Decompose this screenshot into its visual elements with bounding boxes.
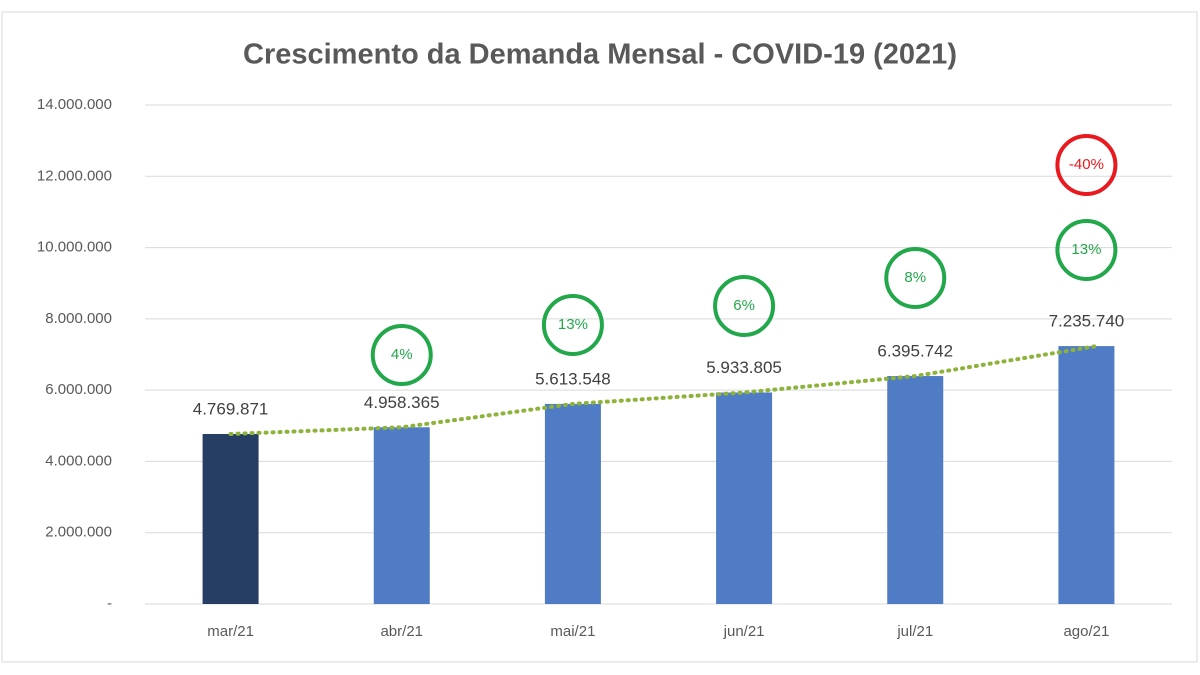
bar (887, 376, 944, 604)
bar (716, 392, 773, 604)
value-label: 4.769.871 (193, 399, 269, 418)
annotation-circle (1055, 134, 1118, 196)
value-label: 6.395.742 (877, 342, 953, 361)
growth-label: 8% (904, 269, 926, 286)
x-tick-label: mai/21 (550, 623, 595, 640)
growth-label: 13% (1071, 241, 1101, 258)
x-tick-label: ago/21 (1063, 623, 1109, 640)
chart-title: Crescimento da Demanda Mensal - COVID-19… (243, 39, 957, 71)
x-tick-label: abr/21 (380, 623, 423, 640)
y-tick-label: 12.000.000 (37, 167, 112, 184)
bar (544, 403, 601, 604)
growth-circle (1055, 219, 1118, 281)
y-tick-label: 6.000.000 (45, 381, 112, 398)
value-label: 4.958.365 (364, 393, 440, 412)
y-tick-label: 2.000.000 (45, 524, 112, 541)
bar (373, 427, 430, 604)
bar (1058, 346, 1115, 604)
y-tick-label: 4.000.000 (45, 452, 112, 469)
y-tick-label: 14.000.000 (37, 96, 112, 113)
growth-circle (370, 324, 433, 386)
x-tick-label: jul/21 (896, 623, 933, 640)
x-tick-label: mar/21 (207, 623, 254, 640)
growth-label: 4% (391, 346, 413, 363)
value-label: 5.613.548 (535, 369, 611, 388)
growth-circle (884, 247, 947, 309)
growth-circle (541, 294, 604, 356)
y-tick-label: 10.000.000 (37, 239, 112, 256)
x-tick-label: jun/21 (723, 623, 765, 640)
growth-label: 6% (733, 297, 755, 314)
growth-label: 13% (558, 316, 588, 333)
value-label: 5.933.805 (706, 358, 782, 377)
growth-circle (713, 275, 776, 337)
y-tick-label: - (107, 595, 112, 612)
y-tick-label: 8.000.000 (45, 310, 112, 327)
trend-line (228, 344, 1099, 436)
annotation-label: -40% (1069, 156, 1104, 173)
bar (202, 433, 259, 604)
value-label: 7.235.740 (1049, 312, 1125, 331)
